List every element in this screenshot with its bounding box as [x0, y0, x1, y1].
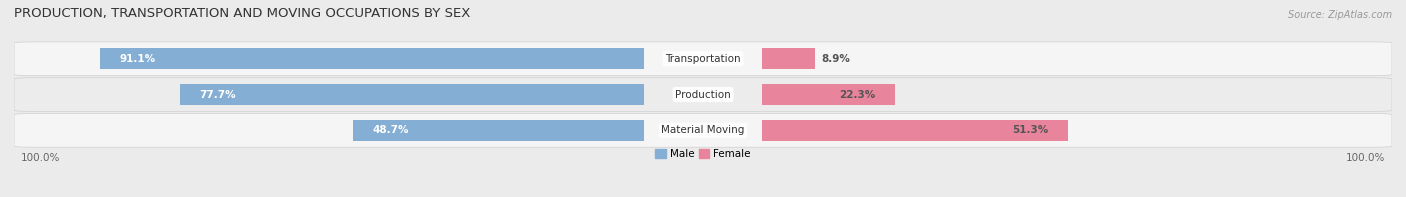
- Text: 77.7%: 77.7%: [200, 90, 236, 99]
- Text: PRODUCTION, TRANSPORTATION AND MOVING OCCUPATIONS BY SEX: PRODUCTION, TRANSPORTATION AND MOVING OC…: [14, 7, 471, 20]
- Text: Source: ZipAtlas.com: Source: ZipAtlas.com: [1288, 10, 1392, 20]
- Text: 22.3%: 22.3%: [839, 90, 876, 99]
- Bar: [762, 48, 815, 69]
- Bar: [180, 84, 644, 105]
- Text: 100.0%: 100.0%: [1346, 153, 1385, 163]
- FancyBboxPatch shape: [14, 113, 1392, 147]
- Text: Material Moving: Material Moving: [661, 125, 745, 135]
- Text: 51.3%: 51.3%: [1012, 125, 1049, 135]
- Bar: [762, 120, 1069, 141]
- Text: Production: Production: [675, 90, 731, 99]
- FancyBboxPatch shape: [14, 42, 1392, 76]
- Text: 100.0%: 100.0%: [21, 153, 60, 163]
- Text: 91.1%: 91.1%: [120, 54, 156, 64]
- Bar: [353, 120, 644, 141]
- Text: 8.9%: 8.9%: [821, 54, 851, 64]
- Bar: [100, 48, 644, 69]
- Legend: Male, Female: Male, Female: [651, 145, 755, 163]
- Bar: [762, 84, 896, 105]
- FancyBboxPatch shape: [14, 78, 1392, 111]
- Text: Transportation: Transportation: [665, 54, 741, 64]
- Text: 48.7%: 48.7%: [373, 125, 409, 135]
